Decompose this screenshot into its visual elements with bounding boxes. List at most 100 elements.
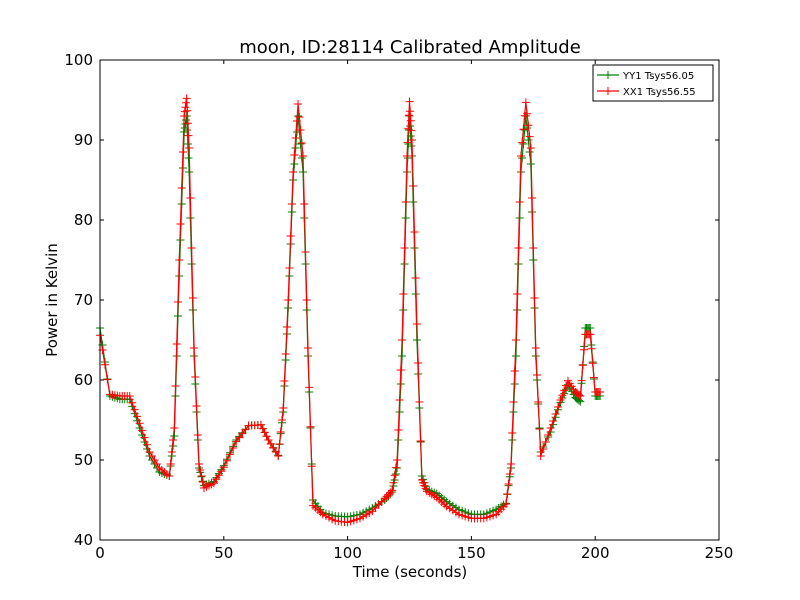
legend: YY1 Tsys56.05 XX1 Tsys56.55 — [592, 64, 714, 102]
data-point-marker — [138, 426, 147, 435]
data-point-marker — [404, 111, 413, 120]
y-tick-label: 50 — [74, 451, 93, 469]
data-point-marker — [395, 396, 404, 404]
y-tick-label: 100 — [64, 51, 93, 69]
x-tick-label: 100 — [333, 544, 362, 562]
data-point-marker — [256, 420, 265, 429]
data-point-marker — [185, 144, 194, 152]
data-point-marker — [410, 228, 419, 236]
data-point-marker — [188, 294, 197, 302]
data-point-marker — [197, 472, 206, 480]
data-point-marker — [262, 432, 271, 441]
x-axis-label: Time (seconds) — [352, 563, 468, 581]
data-point-marker — [546, 424, 555, 432]
legend-marker — [604, 71, 612, 79]
data-point-marker — [195, 460, 204, 468]
data-point-marker — [229, 444, 238, 452]
chart-title: moon, ID:28114 Calibrated Amplitude — [239, 37, 581, 58]
legend-marker — [604, 87, 612, 95]
data-point-marker — [386, 488, 395, 497]
data-point-marker — [184, 131, 193, 140]
data-point-marker — [521, 98, 530, 107]
data-point-marker — [556, 396, 565, 404]
data-point-marker — [518, 138, 527, 147]
data-point-marker — [391, 463, 400, 472]
data-point-marker — [525, 132, 534, 141]
data-point-marker — [539, 445, 548, 453]
legend-box — [592, 64, 714, 102]
data-point-marker — [303, 344, 312, 352]
x-tick-label: 250 — [705, 544, 734, 562]
data-point-marker — [405, 97, 414, 106]
data-point-marker — [167, 448, 176, 456]
data-point-marker — [416, 437, 425, 445]
data-point-marker — [279, 404, 288, 412]
data-point-marker — [165, 472, 174, 480]
data-point-marker — [186, 194, 195, 202]
data-point-marker — [412, 320, 421, 328]
data-point-marker — [507, 460, 516, 468]
data-point-marker — [297, 154, 306, 162]
data-point-marker — [294, 100, 303, 108]
data-point-marker — [287, 200, 296, 208]
data-point-marker — [514, 244, 523, 252]
data-point-marker — [524, 121, 533, 130]
data-point-marker — [510, 367, 519, 375]
y-tick-label: 60 — [74, 371, 93, 389]
data-point-marker — [516, 152, 525, 160]
data-point-marker — [181, 103, 190, 112]
data-point-marker — [528, 194, 537, 202]
data-point-marker — [260, 428, 269, 437]
legend-label: XX1 Tsys56.55 — [623, 87, 696, 98]
data-point-marker — [299, 152, 308, 160]
data-point-marker — [588, 359, 597, 368]
y-axis-label: Power in Kelvin — [43, 243, 61, 357]
data-point-marker — [182, 116, 191, 124]
data-point-marker — [170, 424, 179, 432]
data-point-marker — [518, 154, 527, 162]
data-point-marker — [406, 107, 415, 116]
data-point-marker — [296, 140, 305, 148]
data-point-marker — [130, 405, 139, 414]
data-point-marker — [258, 424, 267, 433]
data-point-marker — [523, 109, 532, 118]
data-point-marker — [192, 402, 201, 410]
data-point-marker — [176, 220, 185, 228]
data-point-marker — [401, 198, 410, 206]
data-point-marker — [389, 478, 398, 487]
data-point-marker — [100, 360, 109, 369]
data-point-marker — [305, 383, 314, 392]
series-1 — [96, 94, 605, 527]
data-point-marker — [286, 232, 295, 240]
data-point-marker — [515, 198, 524, 206]
data-point-marker — [580, 345, 589, 354]
data-point-marker — [400, 244, 409, 252]
data-point-marker — [525, 148, 534, 156]
plot-area — [96, 94, 605, 527]
data-point-marker — [544, 431, 553, 439]
y-tick-label: 90 — [74, 131, 93, 149]
data-point-marker — [183, 140, 192, 148]
data-point-marker — [560, 386, 569, 395]
data-point-marker — [277, 416, 286, 424]
data-point-marker — [135, 419, 144, 428]
data-point-marker — [183, 119, 192, 128]
data-point-marker — [403, 152, 412, 160]
data-point-marker — [415, 398, 424, 406]
data-point-marker — [175, 256, 184, 264]
y-tick-label: 40 — [74, 531, 93, 549]
data-point-marker — [301, 248, 310, 256]
data-point-marker — [171, 382, 180, 390]
data-point-marker — [290, 151, 299, 159]
data-point-marker — [519, 125, 528, 134]
data-point-marker — [133, 412, 142, 421]
data-point-marker — [414, 359, 423, 367]
data-point-marker — [191, 373, 200, 381]
data-point-marker — [388, 486, 397, 495]
data-point-marker — [183, 106, 192, 115]
data-point-marker — [519, 140, 528, 148]
data-point-marker — [390, 471, 399, 480]
data-point-marker — [398, 336, 407, 344]
data-point-marker — [300, 200, 309, 208]
data-point-marker — [578, 361, 587, 370]
